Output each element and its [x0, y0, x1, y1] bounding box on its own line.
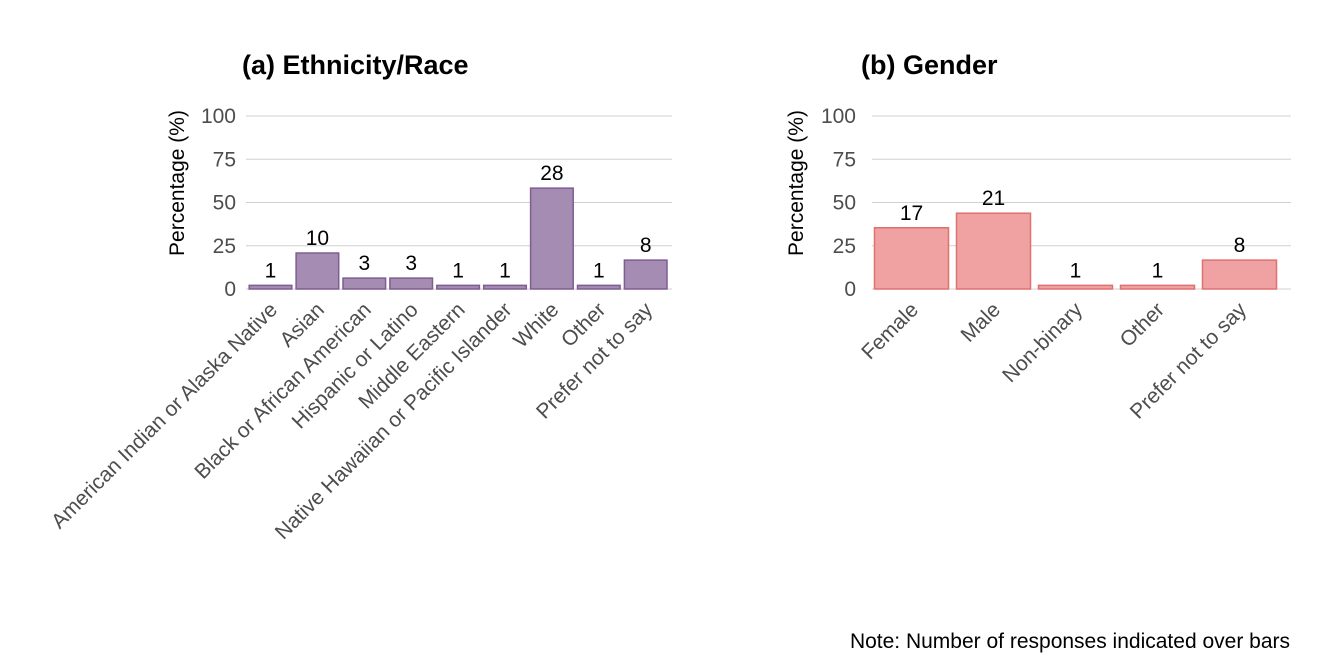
y-tick-label: 25 — [833, 235, 856, 258]
panel-title: (b) Gender — [861, 50, 998, 80]
bar — [389, 277, 434, 290]
x-tick-label: Non-binary — [998, 298, 1087, 387]
bar-count-label: 1 — [499, 259, 511, 282]
y-tick-label: 0 — [224, 278, 236, 301]
x-tick-label: Female — [857, 298, 923, 364]
panel-gender: (b) Gender Percentage (%) 0 25 50 75 100 17 Fe… — [785, 50, 1291, 423]
y-tick-label: 75 — [833, 148, 856, 171]
panel-title: (a) Ethnicity/Race — [242, 50, 469, 80]
y-tick-label: 100 — [201, 105, 236, 128]
x-tick-label: White — [509, 298, 563, 352]
bar-count-label: 1 — [1152, 259, 1164, 282]
bar — [1119, 284, 1196, 290]
x-tick-label: Other — [1116, 298, 1169, 351]
bar-count-label: 3 — [358, 252, 370, 275]
y-tick-label: 50 — [833, 192, 856, 215]
bar — [1201, 259, 1278, 290]
bar — [1037, 284, 1114, 290]
y-axis-label: Percentage (%) — [166, 110, 189, 256]
bar-count-label: 1 — [593, 259, 605, 282]
bar-count-label: 3 — [405, 252, 417, 275]
footnote: Note: Number of responses indicated over… — [849, 630, 1290, 653]
x-tick-label: Male — [957, 298, 1005, 346]
bar-count-label: 1 — [1070, 259, 1082, 282]
y-tick-label: 50 — [213, 192, 236, 215]
bar — [873, 227, 950, 290]
bar-count-label: 8 — [1234, 234, 1246, 257]
bar-count-label: 28 — [540, 162, 563, 185]
bar — [623, 259, 668, 290]
bar-count-label: 21 — [982, 187, 1005, 210]
bar — [342, 277, 387, 290]
bar-count-label: 1 — [452, 259, 464, 282]
panel-ethnicity: (a) Ethnicity/Race Percentage (%) 0 25 50 7… — [47, 50, 672, 544]
y-tick-label: 75 — [213, 148, 236, 171]
bar-count-label: 10 — [306, 227, 329, 250]
plot-area: 0 25 50 75 100 17 Female 21 Male 1 Non-binary 1 Othe… — [821, 105, 1291, 423]
bar-count-label: 17 — [900, 202, 923, 225]
bar — [436, 284, 481, 290]
bar-count-label: 8 — [640, 234, 652, 257]
y-tick-label: 100 — [821, 105, 856, 128]
y-tick-label: 25 — [213, 235, 236, 258]
y-tick-label: 0 — [844, 278, 856, 301]
bar — [295, 252, 340, 290]
bar — [248, 284, 293, 290]
bar — [529, 187, 574, 290]
bar — [482, 284, 528, 290]
bar-count-label: 1 — [265, 259, 277, 282]
bar — [955, 212, 1032, 290]
bar — [576, 284, 621, 290]
y-axis-label: Percentage (%) — [785, 110, 808, 256]
